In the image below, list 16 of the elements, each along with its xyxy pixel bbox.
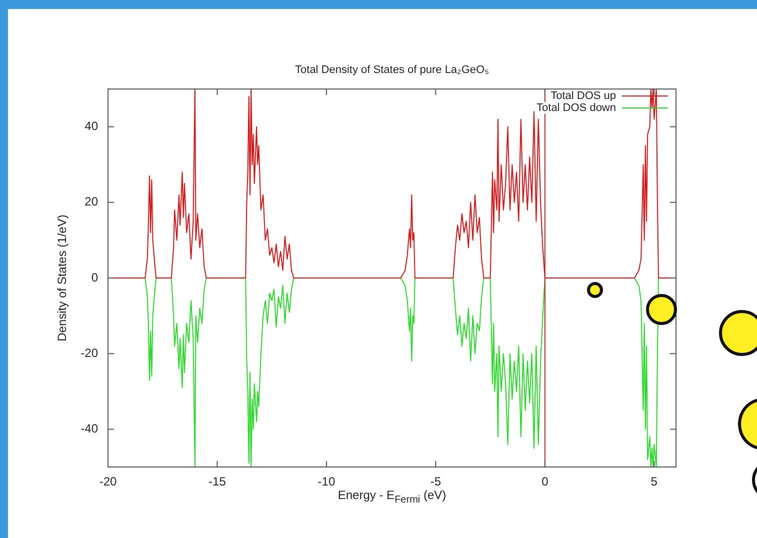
y-tick-label: -40 (80, 422, 98, 436)
x-tick-label: -10 (318, 474, 336, 489)
x-tick-label: -15 (208, 474, 226, 489)
x-axis-title: Energy - E$_{Fermi}$ (eV) (338, 488, 446, 506)
y-tick-label: 0 (91, 270, 98, 284)
legend-label: Total DOS up (550, 90, 616, 102)
y-tick-label: 40 (84, 119, 98, 134)
y-tick-label: -20 (80, 346, 98, 360)
y-axis-title: Density of States (1/eV) (55, 214, 69, 342)
y-tick-label: 20 (84, 194, 98, 209)
x-tick-label: -20 (99, 474, 117, 489)
chart-title: Total Density of States of pure La₂GeO₅ (295, 64, 489, 76)
x-tick-label: 0 (542, 474, 549, 489)
x-tick-label: 5 (650, 474, 658, 489)
legend-label: Total DOS down (536, 102, 616, 114)
x-tick-label: -5 (430, 474, 442, 489)
